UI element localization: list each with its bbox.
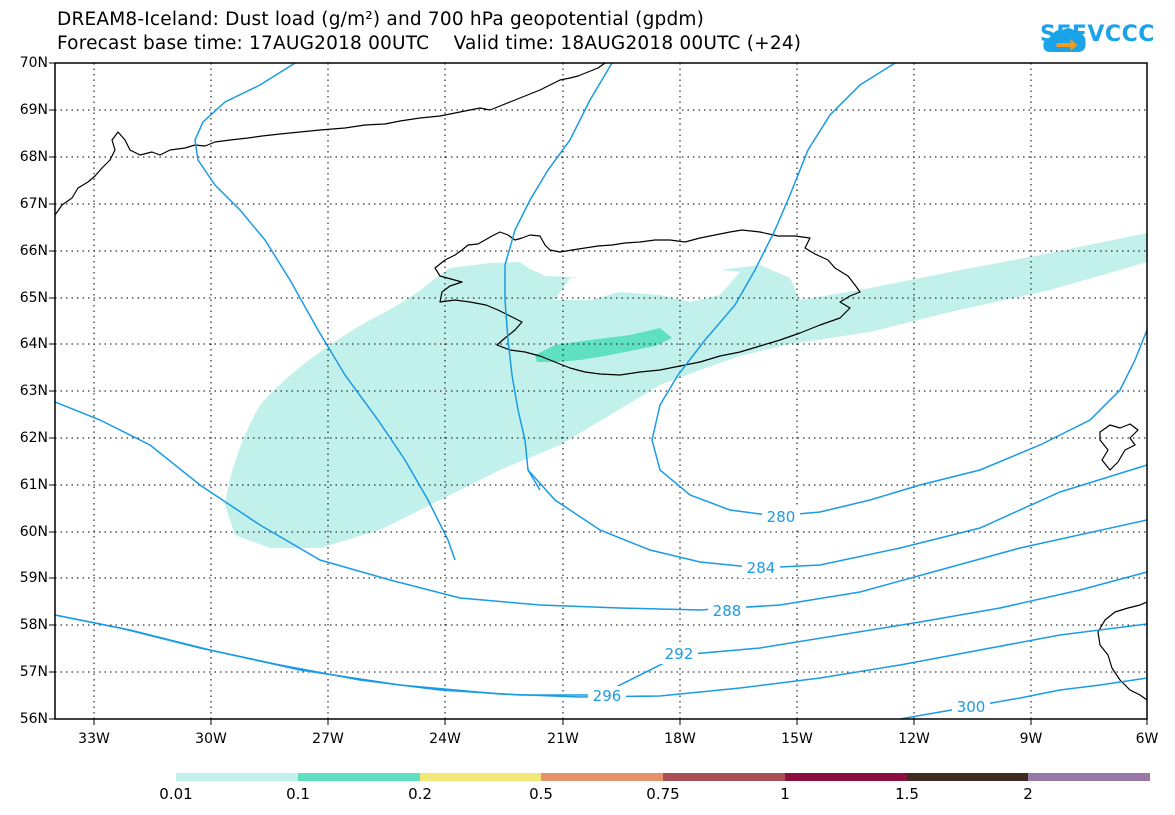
lat-label: 67N [19, 196, 48, 212]
lon-label: 9W [1019, 731, 1043, 747]
colorbar-label: 1.5 [895, 785, 919, 803]
lat-label: 61N [19, 477, 48, 493]
colorbar-label: 0.75 [646, 785, 680, 803]
colorbar-swatch [176, 773, 298, 781]
contour-300 [899, 677, 1147, 719]
lon-label: 18W [664, 731, 696, 747]
lat-label: 57N [19, 664, 48, 680]
dust-core [535, 328, 672, 362]
lat-label: 58N [19, 617, 48, 633]
colorbar-label: 1 [780, 785, 790, 803]
colorbar-swatch [785, 773, 907, 781]
lon-label: 21W [547, 731, 579, 747]
colorbar-label: 0.1 [286, 785, 310, 803]
colorbar [176, 773, 1150, 781]
lat-label: 63N [19, 383, 48, 399]
map-title: DREAM8-Iceland: Dust load (g/m²) and 700… [57, 9, 705, 30]
contour-label: 292 [664, 645, 694, 663]
lat-label: 70N [19, 55, 48, 71]
colorbar-label: 0.5 [529, 785, 553, 803]
contour-labels-bg [588, 507, 990, 717]
lon-label: 30W [195, 731, 227, 747]
colorbar-label: 2 [1023, 785, 1033, 803]
coastlines [55, 63, 1147, 701]
iceland-coast [434, 229, 861, 376]
dust-plume-low [225, 233, 1147, 548]
lat-label: 68N [19, 149, 48, 165]
axis-ticks [49, 62, 1148, 725]
colorbar-swatch [298, 773, 420, 781]
faroe-islands-coast [1099, 423, 1139, 471]
graticule [55, 63, 1147, 719]
lat-label: 59N [19, 570, 48, 586]
lat-label: 60N [19, 524, 48, 540]
cloud-arrow-icon [1043, 28, 1086, 52]
contour-label: 288 [712, 602, 742, 620]
contour-label: 296 [592, 687, 622, 705]
lon-label: 24W [429, 731, 461, 747]
contour-label: 280 [766, 508, 796, 526]
lat-label: 66N [19, 243, 48, 259]
colorbar-swatch [663, 773, 785, 781]
lon-label: 33W [78, 731, 110, 747]
lat-label: 69N [19, 102, 48, 118]
lon-label: 27W [312, 731, 344, 747]
map-subtitle: Forecast base time: 17AUG2018 00UTC Vali… [57, 33, 802, 54]
contour-west-a [194, 63, 456, 561]
lon-label: 6W [1135, 731, 1159, 747]
contour-west-c [651, 63, 1147, 517]
dust-gap [555, 268, 740, 302]
lon-label: 15W [781, 731, 813, 747]
greenland-coast [55, 63, 606, 216]
lat-label: 62N [19, 430, 48, 446]
colorbar-label: 0.01 [159, 785, 193, 803]
contour-label: 284 [746, 559, 776, 577]
lon-label: 12W [898, 731, 930, 747]
colorbar-swatch [420, 773, 541, 781]
scotland-coast [1097, 601, 1147, 701]
colorbar-swatch [541, 773, 663, 781]
contour-288 [55, 401, 1147, 611]
lat-label: 56N [19, 711, 48, 727]
colorbar-swatch [907, 773, 1028, 781]
contour-west-b [504, 63, 613, 491]
colorbar-swatch [1028, 773, 1150, 781]
colorbar-label: 0.2 [408, 785, 432, 803]
lat-label: 65N [19, 290, 48, 306]
seevccc-logo-text: SEEVCCC [1040, 22, 1155, 47]
lat-label: 64N [19, 336, 48, 352]
contour-label: 300 [956, 698, 986, 716]
